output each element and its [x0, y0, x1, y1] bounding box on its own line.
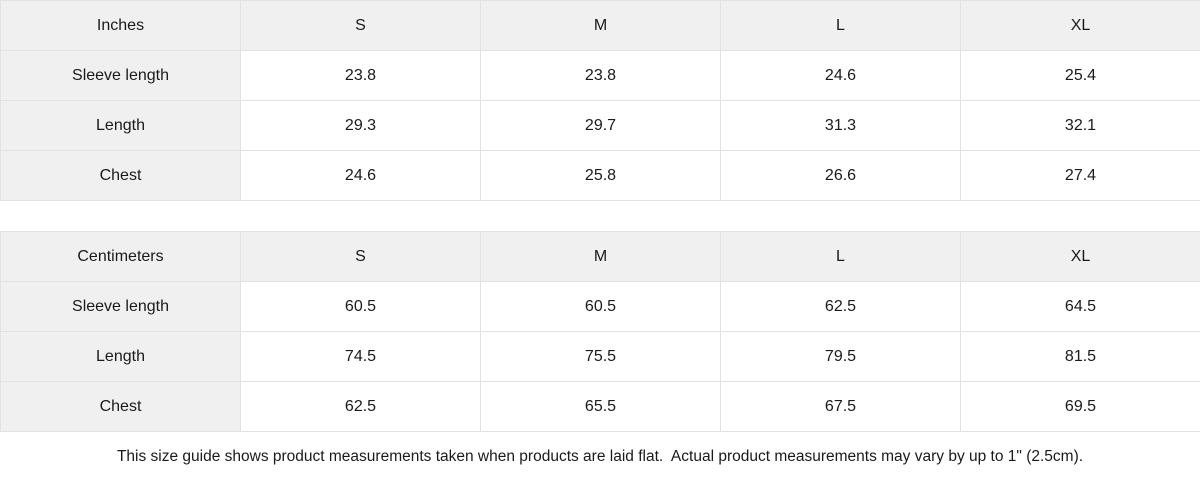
size-table-inches: Inches S M L XL Sleeve length 23.8 23.8 …	[0, 0, 1200, 201]
value-cell: 81.5	[961, 332, 1200, 382]
value-cell: 29.3	[241, 101, 481, 151]
value-cell: 29.7	[481, 101, 721, 151]
value-cell: 24.6	[241, 151, 481, 201]
unit-header-cell: Inches	[1, 1, 241, 51]
size-header-cell-s: S	[241, 1, 481, 51]
value-cell: 23.8	[241, 51, 481, 101]
value-cell: 24.6	[721, 51, 961, 101]
row-label-chest: Chest	[1, 151, 241, 201]
value-cell: 75.5	[481, 332, 721, 382]
value-cell: 23.8	[481, 51, 721, 101]
value-cell: 25.4	[961, 51, 1200, 101]
unit-header-cell: Centimeters	[1, 232, 241, 282]
size-header-cell-m: M	[481, 1, 721, 51]
row-label-sleeve-length: Sleeve length	[1, 51, 241, 101]
value-cell: 60.5	[481, 282, 721, 332]
size-header-cell-xl: XL	[961, 1, 1200, 51]
size-header-cell-m: M	[481, 232, 721, 282]
size-header-cell-l: L	[721, 1, 961, 51]
value-cell: 27.4	[961, 151, 1200, 201]
row-label-length: Length	[1, 332, 241, 382]
value-cell: 62.5	[241, 382, 481, 432]
value-cell: 65.5	[481, 382, 721, 432]
value-cell: 62.5	[721, 282, 961, 332]
size-header-cell-l: L	[721, 232, 961, 282]
row-label-chest: Chest	[1, 382, 241, 432]
size-table-centimeters: Centimeters S M L XL Sleeve length 60.5 …	[0, 231, 1200, 432]
value-cell: 74.5	[241, 332, 481, 382]
value-cell: 32.1	[961, 101, 1200, 151]
table-gap	[0, 201, 1200, 231]
value-cell: 25.8	[481, 151, 721, 201]
value-cell: 79.5	[721, 332, 961, 382]
size-header-cell-xl: XL	[961, 232, 1200, 282]
value-cell: 60.5	[241, 282, 481, 332]
row-label-sleeve-length: Sleeve length	[1, 282, 241, 332]
size-guide-disclaimer: This size guide shows product measuremen…	[0, 432, 1200, 482]
value-cell: 26.6	[721, 151, 961, 201]
value-cell: 31.3	[721, 101, 961, 151]
value-cell: 64.5	[961, 282, 1200, 332]
row-label-length: Length	[1, 101, 241, 151]
size-header-cell-s: S	[241, 232, 481, 282]
value-cell: 69.5	[961, 382, 1200, 432]
value-cell: 67.5	[721, 382, 961, 432]
